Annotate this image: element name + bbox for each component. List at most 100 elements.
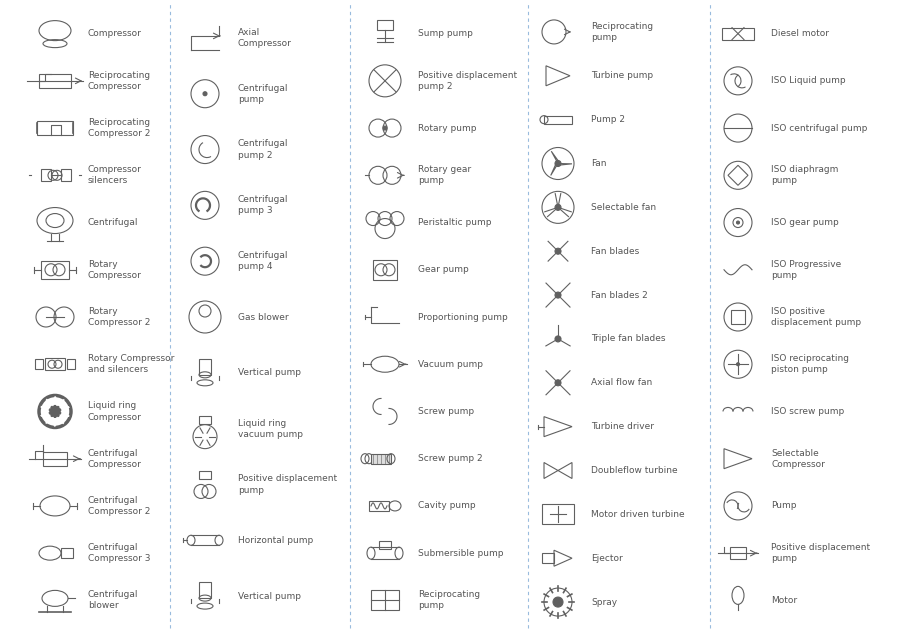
Circle shape	[555, 204, 561, 210]
Text: Rotary
Compressor: Rotary Compressor	[88, 260, 142, 280]
Bar	[39, 74, 71, 88]
Text: Spray: Spray	[591, 598, 617, 607]
Text: Centrifugal
Compressor: Centrifugal Compressor	[88, 449, 142, 469]
Circle shape	[555, 161, 561, 166]
Text: Fan blades 2: Fan blades 2	[591, 291, 648, 300]
Text: ISO reciprocating
piston pump: ISO reciprocating piston pump	[771, 354, 849, 374]
Bar	[45, 358, 65, 370]
Text: ISO centrifugal pump: ISO centrifugal pump	[771, 124, 868, 133]
Text: Diesel motor: Diesel motor	[771, 29, 829, 38]
Text: Selectable
Compressor: Selectable Compressor	[771, 449, 824, 469]
Bar	[371, 454, 391, 464]
Text: Sump pump: Sump pump	[418, 29, 473, 38]
Text: Compressor: Compressor	[88, 29, 142, 38]
Text: ISO screw pump: ISO screw pump	[771, 407, 844, 416]
Bar	[199, 416, 211, 423]
Bar	[67, 359, 75, 369]
Bar	[61, 169, 71, 181]
Text: Reciprocating
pump: Reciprocating pump	[418, 590, 480, 611]
Text: ISO Liquid pump: ISO Liquid pump	[771, 76, 846, 85]
Bar	[542, 553, 554, 563]
Text: Doubleflow turbine: Doubleflow turbine	[591, 466, 677, 475]
Text: Vacuum pump: Vacuum pump	[418, 360, 483, 368]
Text: Ejector: Ejector	[591, 554, 622, 562]
Text: Turbine pump: Turbine pump	[591, 71, 653, 80]
Text: Centrifugal
pump: Centrifugal pump	[238, 83, 289, 104]
Text: Centrifugal
Compressor 2: Centrifugal Compressor 2	[88, 496, 151, 516]
Text: Reciprocating
pump: Reciprocating pump	[591, 22, 653, 42]
Text: Rotary
Compressor 2: Rotary Compressor 2	[88, 307, 151, 327]
Circle shape	[555, 380, 561, 386]
Text: Screw pump 2: Screw pump 2	[418, 454, 483, 463]
Text: Pump 2: Pump 2	[591, 115, 625, 124]
Circle shape	[203, 92, 207, 95]
Text: Fan blades: Fan blades	[591, 246, 640, 256]
Text: Proportioning pump: Proportioning pump	[418, 312, 508, 322]
Text: Motor driven turbine: Motor driven turbine	[591, 510, 685, 519]
Text: Compressor
silencers: Compressor silencers	[88, 165, 142, 185]
Circle shape	[555, 292, 561, 298]
Bar	[369, 501, 389, 511]
Text: Vertical pump: Vertical pump	[238, 592, 301, 600]
Text: Rotary gear
pump: Rotary gear pump	[418, 165, 471, 185]
Text: Centrifugal
pump 2: Centrifugal pump 2	[238, 140, 289, 160]
Text: Screw pump: Screw pump	[418, 407, 474, 416]
Text: Centrifugal
pump 4: Centrifugal pump 4	[238, 251, 289, 271]
Text: ISO Progressive
pump: ISO Progressive pump	[771, 260, 842, 280]
Text: Selectable fan: Selectable fan	[591, 203, 656, 212]
Bar	[731, 310, 745, 324]
Bar	[199, 582, 211, 598]
Circle shape	[555, 248, 561, 254]
Bar	[37, 121, 73, 135]
Circle shape	[553, 597, 563, 607]
Text: Centrifugal
Compressor 3: Centrifugal Compressor 3	[88, 543, 151, 563]
Bar	[377, 20, 393, 30]
Text: Horizontal pump: Horizontal pump	[238, 536, 313, 545]
Text: Centrifugal
pump 3: Centrifugal pump 3	[238, 195, 289, 216]
Bar	[61, 548, 73, 558]
Text: Gear pump: Gear pump	[418, 265, 469, 274]
Circle shape	[737, 363, 740, 366]
Text: Centrifugal
blower: Centrifugal blower	[88, 590, 139, 611]
Text: Reciprocating
Compressor 2: Reciprocating Compressor 2	[88, 118, 151, 138]
Text: Liquid ring
Compressor: Liquid ring Compressor	[88, 401, 142, 422]
Bar	[371, 590, 399, 611]
Text: Positive displacement
pump: Positive displacement pump	[238, 475, 337, 494]
Text: Triple fan blades: Triple fan blades	[591, 334, 666, 343]
Text: Motor: Motor	[771, 596, 797, 605]
Bar	[41, 169, 51, 181]
Bar	[379, 541, 391, 549]
Text: Positive displacement
pump 2: Positive displacement pump 2	[418, 71, 517, 91]
Text: Peristaltic pump: Peristaltic pump	[418, 218, 492, 227]
Text: Positive displacement
pump: Positive displacement pump	[771, 543, 870, 563]
Text: Submersible pump: Submersible pump	[418, 549, 503, 557]
Text: Turbine driver: Turbine driver	[591, 422, 654, 431]
Text: Gas blower: Gas blower	[238, 312, 289, 322]
Bar	[373, 260, 397, 280]
Text: ISO gear pump: ISO gear pump	[771, 218, 839, 227]
Bar	[199, 359, 211, 375]
Bar	[43, 452, 67, 466]
Bar	[199, 471, 211, 480]
Text: Pump: Pump	[771, 501, 796, 511]
Text: Fan: Fan	[591, 159, 606, 168]
Bar	[722, 28, 754, 40]
Text: Axial flow fan: Axial flow fan	[591, 379, 652, 387]
Circle shape	[737, 221, 740, 224]
Text: Rotary Compressor
and silencers: Rotary Compressor and silencers	[88, 354, 174, 374]
Bar	[730, 547, 746, 559]
Text: Axial
Compressor: Axial Compressor	[238, 28, 292, 48]
Circle shape	[383, 126, 387, 130]
Bar	[544, 116, 572, 124]
Text: Liquid ring
vacuum pump: Liquid ring vacuum pump	[238, 418, 303, 439]
Circle shape	[49, 406, 61, 418]
Text: Centrifugal: Centrifugal	[88, 218, 139, 227]
Text: Rotary pump: Rotary pump	[418, 124, 476, 133]
Text: Cavity pump: Cavity pump	[418, 501, 475, 511]
Circle shape	[555, 336, 561, 342]
Bar	[542, 504, 574, 525]
Text: Reciprocating
Compressor: Reciprocating Compressor	[88, 71, 150, 91]
Text: ISO diaphragm
pump: ISO diaphragm pump	[771, 165, 838, 185]
Bar	[35, 359, 43, 369]
Text: ISO positive
displacement pump: ISO positive displacement pump	[771, 307, 861, 327]
